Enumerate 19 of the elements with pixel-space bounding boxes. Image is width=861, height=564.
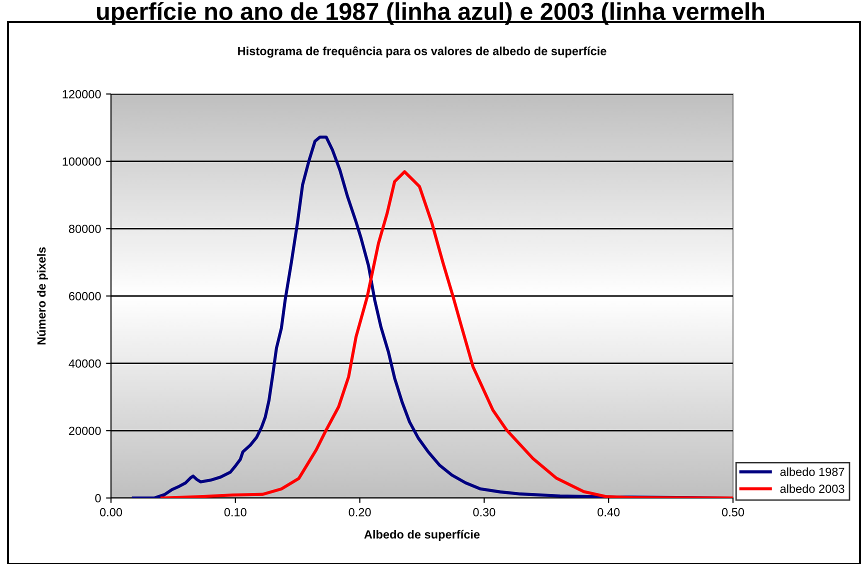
y-tick-label: 40000 [68, 359, 101, 368]
x-axis-title: Albedo de superfície [364, 530, 480, 541]
chart-title: Histograma de frequência para os valores de albedo de superfície [238, 46, 606, 58]
x-tick-label: 0.50 [722, 508, 744, 516]
legend-label: albedo 1987 [780, 467, 844, 476]
x-tick-label: 0.30 [473, 508, 496, 516]
y-axis-title: Número de pixels [36, 247, 48, 344]
legend-label: albedo 2003 [780, 484, 844, 493]
x-tick-label: 0.10 [224, 508, 246, 516]
y-tick-label: 60000 [69, 292, 101, 300]
y-tick-label: 0 [95, 494, 101, 502]
x-tick-label: 0.40 [598, 508, 620, 516]
y-tick-label: 100000 [62, 157, 101, 166]
y-tick-label: 20000 [69, 426, 101, 436]
y-tick-label: 120000 [62, 90, 101, 98]
text: uperfície no ano de 1987 (linha azul) e 2003 (linha vermelh [97, 2, 764, 25]
y-tick-label: 80000 [68, 224, 101, 234]
x-tick-label: 0.00 [100, 508, 122, 516]
x-tick-label: 0.20 [348, 508, 371, 516]
